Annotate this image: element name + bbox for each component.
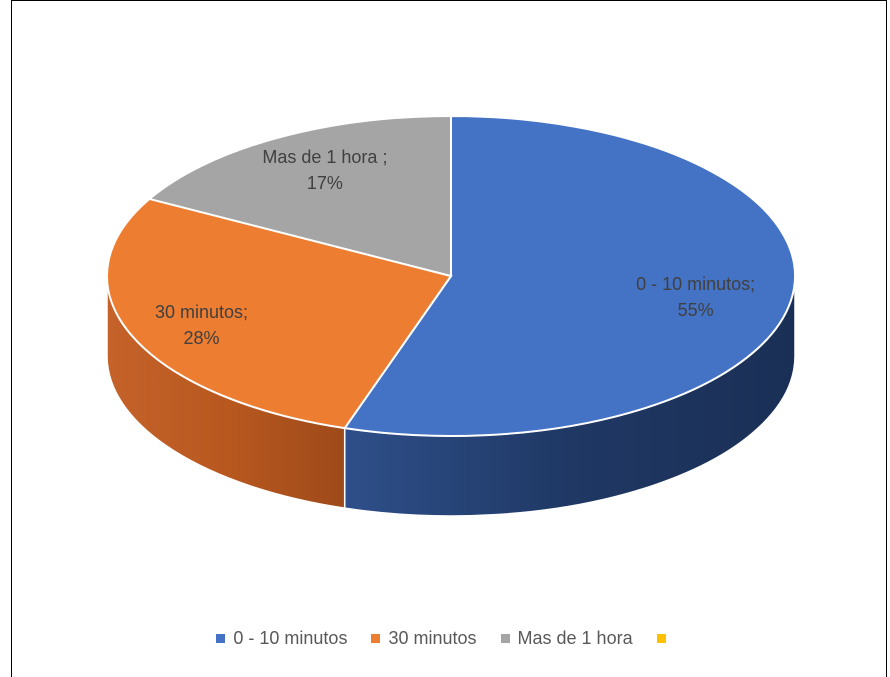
legend-swatch (656, 634, 666, 643)
slice-label-value: 28% (184, 328, 220, 348)
legend-swatch (216, 634, 226, 643)
legend: 0 - 10 minutos 30 minutos Mas de 1 hora (0, 628, 890, 649)
slice-label-category: 0 - 10 minutos; (636, 274, 755, 294)
slice-label-category: 30 minutos; (155, 302, 248, 322)
slice-label-value: 17% (307, 173, 343, 193)
slice-label-category: Mas de 1 hora ; (262, 147, 387, 167)
legend-item-30-minutos: 30 minutos (371, 628, 477, 649)
pie-slice-2 (147, 114, 452, 278)
chart-frame (11, 0, 887, 677)
pie-labels: 0 - 10 minutos; 55% 30 minutos; 28% Mas de 1… (155, 147, 755, 348)
legend-item-0-10-minutos: 0 - 10 minutos (216, 628, 347, 649)
legend-swatch (500, 634, 510, 643)
legend-swatch (371, 634, 381, 643)
legend-label: Mas de 1 hora (517, 628, 633, 648)
slice-label-value: 55% (678, 300, 714, 320)
pie-tops (106, 114, 796, 437)
legend-item-mas-de-1-hora: Mas de 1 hora (500, 628, 633, 649)
legend-label: 30 minutos (388, 628, 477, 648)
pie-slice-0 (342, 114, 796, 437)
pie-slice-1 (106, 197, 453, 430)
legend-label: 0 - 10 minutos (233, 628, 348, 648)
top-rule (11, 0, 887, 1)
legend-item-empty (656, 634, 674, 643)
